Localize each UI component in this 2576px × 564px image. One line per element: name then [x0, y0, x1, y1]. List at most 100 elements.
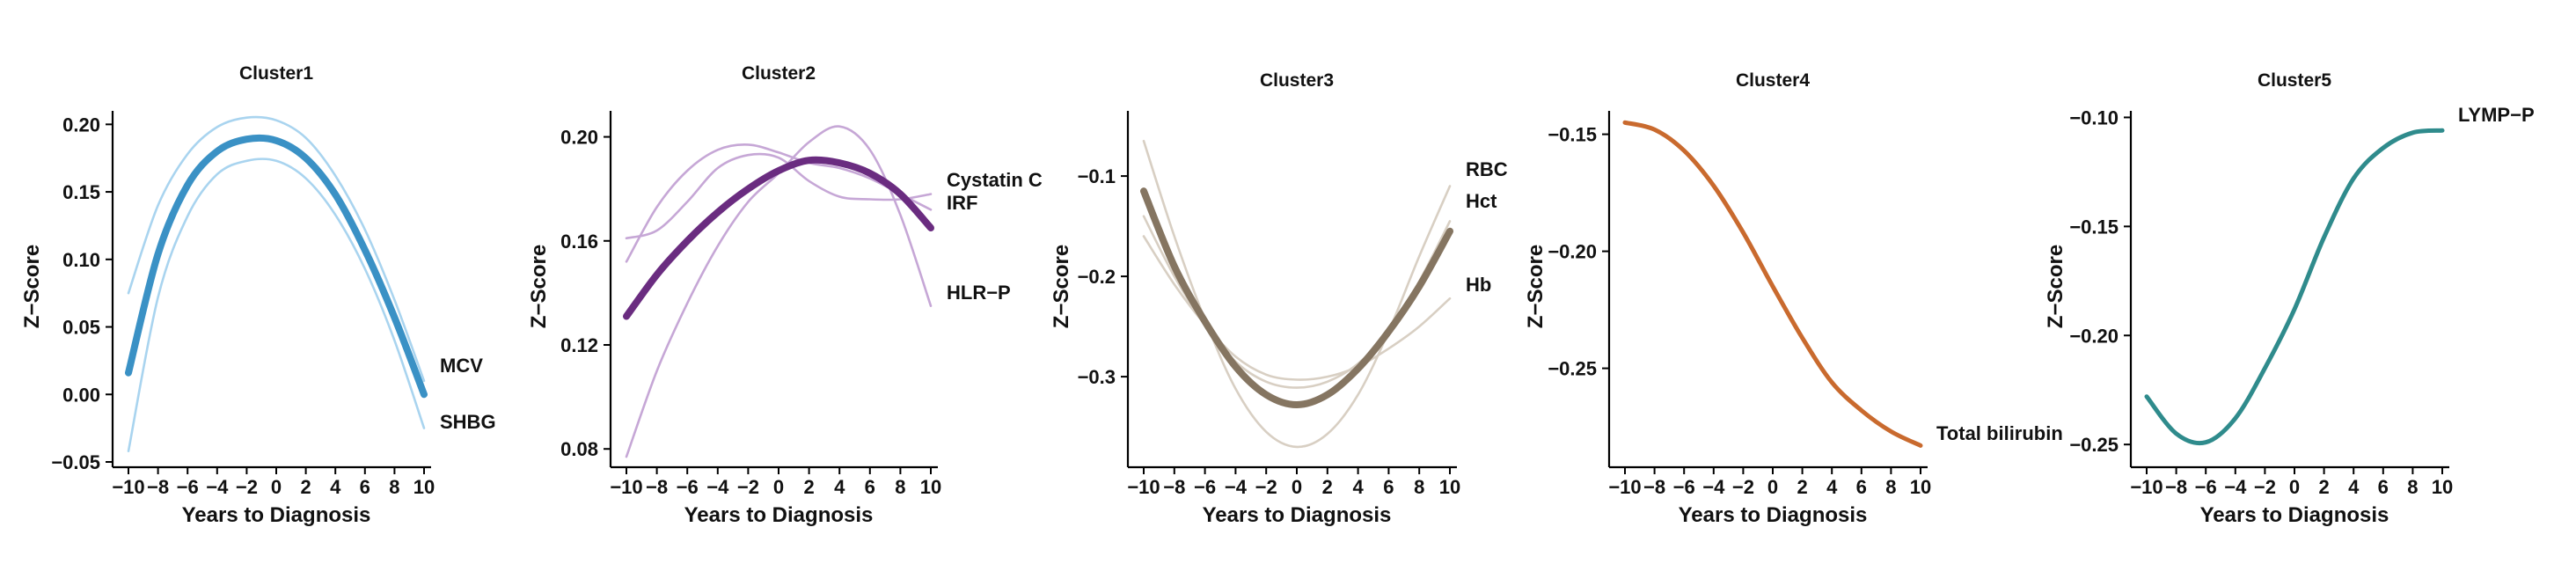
x-tick-label: 8	[895, 476, 905, 498]
x-tick-label: 6	[1383, 476, 1394, 498]
y-axis-label: Z−Score	[2044, 245, 2067, 328]
x-tick-label: −10	[2130, 476, 2163, 498]
member-series-line-2	[127, 157, 426, 452]
x-axis-label: Years to Diagnosis	[684, 503, 874, 527]
y-tick-label: −0.20	[2069, 325, 2119, 347]
x-tick-label: 2	[300, 476, 311, 498]
y-tick-label: 0.10	[62, 249, 100, 271]
y-tick-label: −0.20	[1548, 241, 1597, 263]
x-tick-label: 6	[865, 476, 875, 498]
series-label: Hct	[1466, 190, 1497, 212]
y-tick-label: −0.15	[1548, 124, 1597, 146]
x-tick-label: 0	[1292, 476, 1302, 498]
member-series-line-1	[1142, 139, 1452, 449]
x-axis-label: Years to Diagnosis	[182, 503, 371, 527]
y-tick-label: −0.10	[2069, 106, 2119, 128]
x-tick-label: −6	[177, 476, 199, 498]
x-tick-label: 6	[1856, 476, 1867, 498]
chart-panel-5: Cluster5 −10 −8 −6 −4 −2 0 2 4 6 8 10 −0.25 −0.20 −0.1…	[2044, 70, 2535, 527]
series-label: LYMP−P	[2458, 104, 2535, 126]
member-series-line-3	[1142, 235, 1452, 381]
chart-title: Cluster2	[742, 63, 816, 84]
x-tick-label: 4	[1352, 476, 1364, 498]
x-tick-label: 4	[834, 476, 845, 498]
x-tick-label: 4	[1826, 476, 1838, 498]
y-axis-label: Z−Score	[20, 245, 44, 328]
y-tick-label: −0.3	[1078, 366, 1116, 388]
x-tick-label: 2	[1322, 476, 1333, 498]
y-tick-label: 0.20	[62, 114, 100, 136]
x-tick-label: 8	[389, 476, 399, 498]
chart-panel-1: Cluster1 −10 −8 −6 −4 −2 0 2 4 6 8 10 −0.05 0.00 0.05 0…	[20, 63, 496, 527]
x-tick-label: 2	[1797, 476, 1807, 498]
x-axis-label: Years to Diagnosis	[1203, 503, 1392, 527]
x-tick-label: 4	[2348, 476, 2360, 498]
mean-series-line	[1622, 120, 1923, 448]
mean-series-line	[125, 134, 428, 399]
y-tick-label: −0.25	[1548, 358, 1597, 380]
chart-panel-2: Cluster2 −10 −8 −6 −4 −2 0 2 4 6 8 10 0.08 0.12 0.16 0.…	[527, 63, 1043, 527]
x-tick-label: 2	[803, 476, 814, 498]
series-label: RBC	[1466, 158, 1508, 180]
x-tick-label: 10	[1439, 476, 1460, 498]
y-tick-label: 0.00	[62, 384, 100, 406]
y-tick-label: 0.05	[62, 317, 100, 339]
chart-title: Cluster5	[2258, 70, 2331, 91]
x-tick-label: 4	[330, 476, 341, 498]
x-tick-label: −8	[147, 476, 169, 498]
mean-series-line	[623, 156, 934, 320]
chart-title: Cluster4	[1736, 70, 1810, 91]
mean-series-line	[1140, 187, 1453, 409]
x-tick-label: 8	[1414, 476, 1424, 498]
chart-title: Cluster1	[239, 63, 313, 84]
x-tick-label: 10	[413, 476, 435, 498]
chart-title: Cluster3	[1260, 70, 1334, 91]
x-tick-label: 8	[1885, 476, 1896, 498]
series-label: IRF	[947, 192, 977, 214]
y-axis-label: Z−Score	[1050, 245, 1073, 328]
x-tick-label: −10	[112, 476, 144, 498]
x-tick-label: 10	[920, 476, 941, 498]
x-tick-label: −2	[2254, 476, 2276, 498]
x-tick-label: −8	[1643, 476, 1665, 498]
x-tick-label: −2	[1732, 476, 1754, 498]
series-label: HLR−P	[947, 282, 1011, 304]
x-tick-label: 6	[2378, 476, 2389, 498]
y-tick-label: 0.15	[62, 181, 100, 203]
series-label: Total bilirubin	[1936, 422, 2063, 444]
x-tick-label: −4	[2224, 476, 2247, 498]
x-tick-label: −6	[677, 476, 699, 498]
x-tick-label: 10	[2432, 476, 2453, 498]
x-tick-label: −10	[1608, 476, 1641, 498]
y-tick-label: −0.15	[2069, 216, 2119, 238]
y-tick-label: 0.12	[560, 334, 598, 356]
y-tick-label: 0.08	[560, 438, 598, 460]
x-tick-label: −8	[2165, 476, 2187, 498]
x-tick-label: −4	[1225, 476, 1248, 498]
x-tick-label: −6	[2195, 476, 2217, 498]
x-tick-label: 0	[1767, 476, 1778, 498]
y-axis-label: Z−Score	[1524, 245, 1548, 328]
x-axis-label: Years to Diagnosis	[2200, 503, 2389, 527]
x-tick-label: −8	[646, 476, 668, 498]
series-label: Hb	[1466, 274, 1491, 296]
x-tick-label: −8	[1163, 476, 1185, 498]
y-axis-label: Z−Score	[527, 245, 551, 328]
x-tick-label: −10	[610, 476, 642, 498]
x-tick-label: −4	[206, 476, 229, 498]
series-label: Cystatin C	[947, 169, 1043, 191]
x-tick-label: −2	[737, 476, 759, 498]
member-series-line-1	[127, 115, 426, 383]
x-tick-label: −10	[1127, 476, 1160, 498]
x-tick-label: −4	[1702, 476, 1725, 498]
x-tick-label: 0	[2289, 476, 2300, 498]
x-tick-label: 10	[1910, 476, 1931, 498]
x-tick-label: −4	[706, 476, 729, 498]
x-tick-label: 6	[360, 476, 370, 498]
x-tick-label: 0	[773, 476, 784, 498]
member-series-line-1	[625, 152, 933, 240]
y-tick-label: −0.25	[2069, 434, 2119, 456]
x-tick-label: 8	[2407, 476, 2418, 498]
